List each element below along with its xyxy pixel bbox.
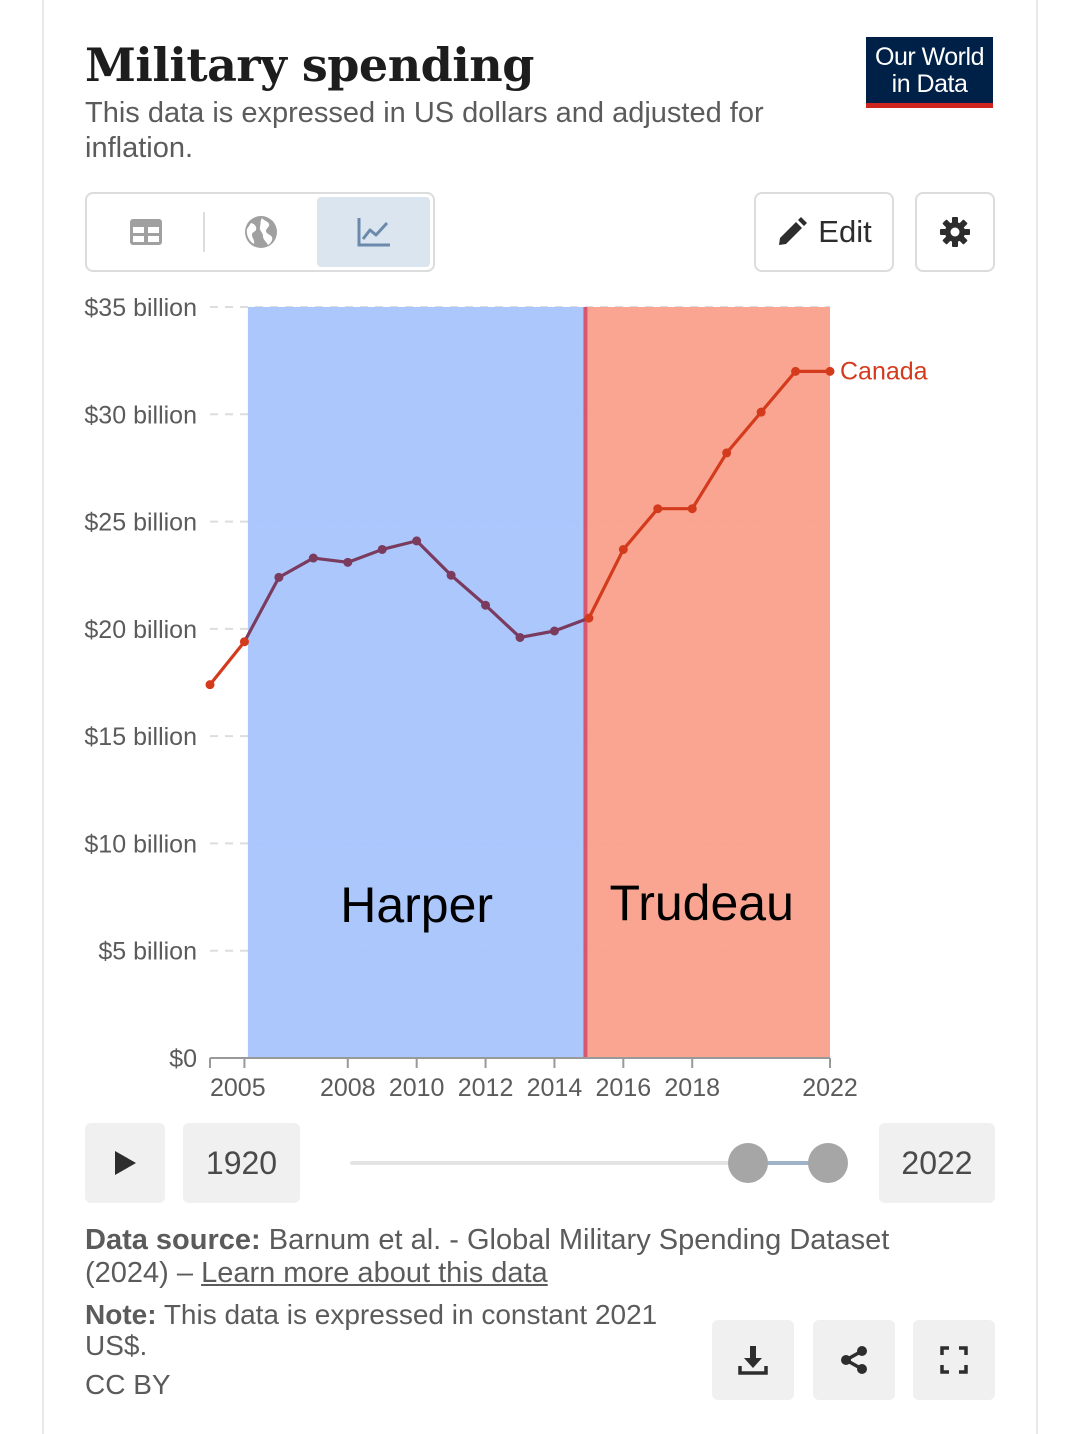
y-tick-label: $15 billion (84, 723, 197, 751)
edit-label: Edit (818, 214, 872, 249)
timeline-end-handle[interactable] (808, 1143, 848, 1183)
data-point[interactable] (412, 536, 422, 546)
logo-line-1: Our World (875, 43, 984, 71)
gear-icon (940, 217, 970, 247)
play-button[interactable] (85, 1123, 165, 1203)
series-line-segment (311, 556, 350, 564)
line-chart-icon (357, 218, 390, 247)
y-tick-label: $5 billion (98, 938, 197, 966)
play-icon (115, 1151, 136, 1175)
y-tick-label: $25 billion (84, 509, 197, 537)
y-tick-label: $10 billion (84, 830, 197, 858)
license: CC BY (85, 1369, 171, 1400)
fullscreen-icon (940, 1346, 968, 1374)
share-button[interactable] (813, 1320, 895, 1400)
data-point[interactable] (343, 557, 353, 567)
logo-line-2: in Data (891, 70, 968, 98)
harper-label: Harper (340, 877, 493, 933)
x-tick-label: 2010 (389, 1074, 445, 1102)
series-line-segment (415, 539, 453, 577)
download-button[interactable] (712, 1320, 794, 1400)
data-point[interactable] (274, 572, 284, 582)
edit-button[interactable]: Edit (754, 192, 894, 272)
series-line-segment (518, 629, 557, 640)
trudeau-label: Trudeau (610, 875, 794, 931)
chart-title: Military spending (85, 38, 534, 92)
data-point[interactable] (308, 553, 318, 563)
x-tick-label: 2016 (596, 1074, 652, 1102)
series-line-segment (690, 451, 729, 511)
source-text: Barnum et al. - Global Military Spending… (85, 1224, 890, 1289)
y-tick-label: $30 billion (84, 401, 197, 429)
tab-chart[interactable] (317, 197, 430, 267)
series-line-segment (242, 575, 281, 644)
timeline-end-year[interactable]: 2022 (879, 1123, 995, 1203)
series-line-segment (587, 547, 625, 620)
series-line-segment (725, 410, 763, 455)
settings-button[interactable] (915, 192, 995, 272)
note-label: Note: (85, 1299, 157, 1330)
timeline-start-handle[interactable] (728, 1143, 768, 1183)
data-point[interactable] (481, 600, 491, 610)
series-line-segment (483, 603, 522, 640)
timeline-track[interactable] (350, 1161, 830, 1165)
tab-map[interactable] (205, 197, 318, 267)
data-point[interactable] (791, 366, 801, 376)
harper-band (247, 307, 586, 1058)
series-line-segment (277, 556, 315, 579)
data-point[interactable] (515, 632, 525, 642)
trudeau-band (585, 307, 830, 1058)
series-label-canada: Canada (840, 357, 928, 385)
owid-logo[interactable]: Our World in Data (866, 37, 993, 108)
tab-table[interactable] (90, 197, 203, 267)
data-point[interactable] (584, 613, 594, 623)
y-tick-label: $20 billion (84, 616, 197, 644)
series-line-segment (380, 539, 419, 552)
data-point[interactable] (722, 448, 732, 458)
data-point[interactable] (618, 544, 628, 554)
series-line-segment (346, 547, 384, 564)
data-point[interactable] (205, 680, 215, 690)
download-icon (738, 1346, 768, 1375)
table-icon (130, 219, 163, 245)
data-point[interactable] (687, 504, 697, 514)
x-tick-label: 2018 (664, 1074, 720, 1102)
line-chart: $0 $5 billion $10 billion $15 billion $20 bi… (84, 294, 928, 1102)
data-point[interactable] (825, 366, 835, 376)
note-text: This data is expressed in constant 2021 … (85, 1299, 658, 1361)
series-line-segment (552, 616, 591, 633)
y-tick-label: $35 billion (84, 294, 197, 322)
data-point[interactable] (446, 570, 456, 580)
x-tick-label: 2005 (210, 1074, 266, 1102)
data-note: Note: This data is expressed in constant… (85, 1299, 685, 1361)
series-line-segment (449, 573, 488, 607)
pencil-icon (779, 217, 808, 245)
x-tick-label: 2008 (320, 1074, 376, 1102)
globe-icon (244, 216, 277, 248)
x-tick-label: 2014 (527, 1074, 583, 1102)
y-tick-label: $0 (169, 1045, 197, 1073)
x-tick-label: 2012 (458, 1074, 514, 1102)
timeline-selected-range (748, 1161, 828, 1165)
series-line-segment (621, 507, 660, 552)
card-frame (42, 0, 1038, 1434)
x-tick-label: 2022 (802, 1074, 858, 1102)
fullscreen-button[interactable] (913, 1320, 995, 1400)
data-point[interactable] (377, 544, 387, 554)
share-icon (841, 1346, 867, 1374)
learn-more-link[interactable]: Learn more about this data (201, 1257, 548, 1289)
series-line-segment (208, 640, 247, 687)
chart-subtitle: This data is expressed in US dollars and… (85, 97, 764, 164)
view-tabs (85, 192, 435, 272)
series-line-segment (759, 369, 798, 414)
source-label: Data source: (85, 1224, 261, 1256)
timeline-start-year[interactable]: 1920 (183, 1123, 300, 1203)
data-point[interactable] (549, 626, 559, 636)
data-point[interactable] (653, 504, 663, 514)
data-source: Data source: Barnum et al. - Global Mili… (85, 1224, 945, 1290)
data-point[interactable] (239, 637, 249, 647)
tab-divider (202, 212, 205, 252)
data-point[interactable] (756, 407, 766, 417)
